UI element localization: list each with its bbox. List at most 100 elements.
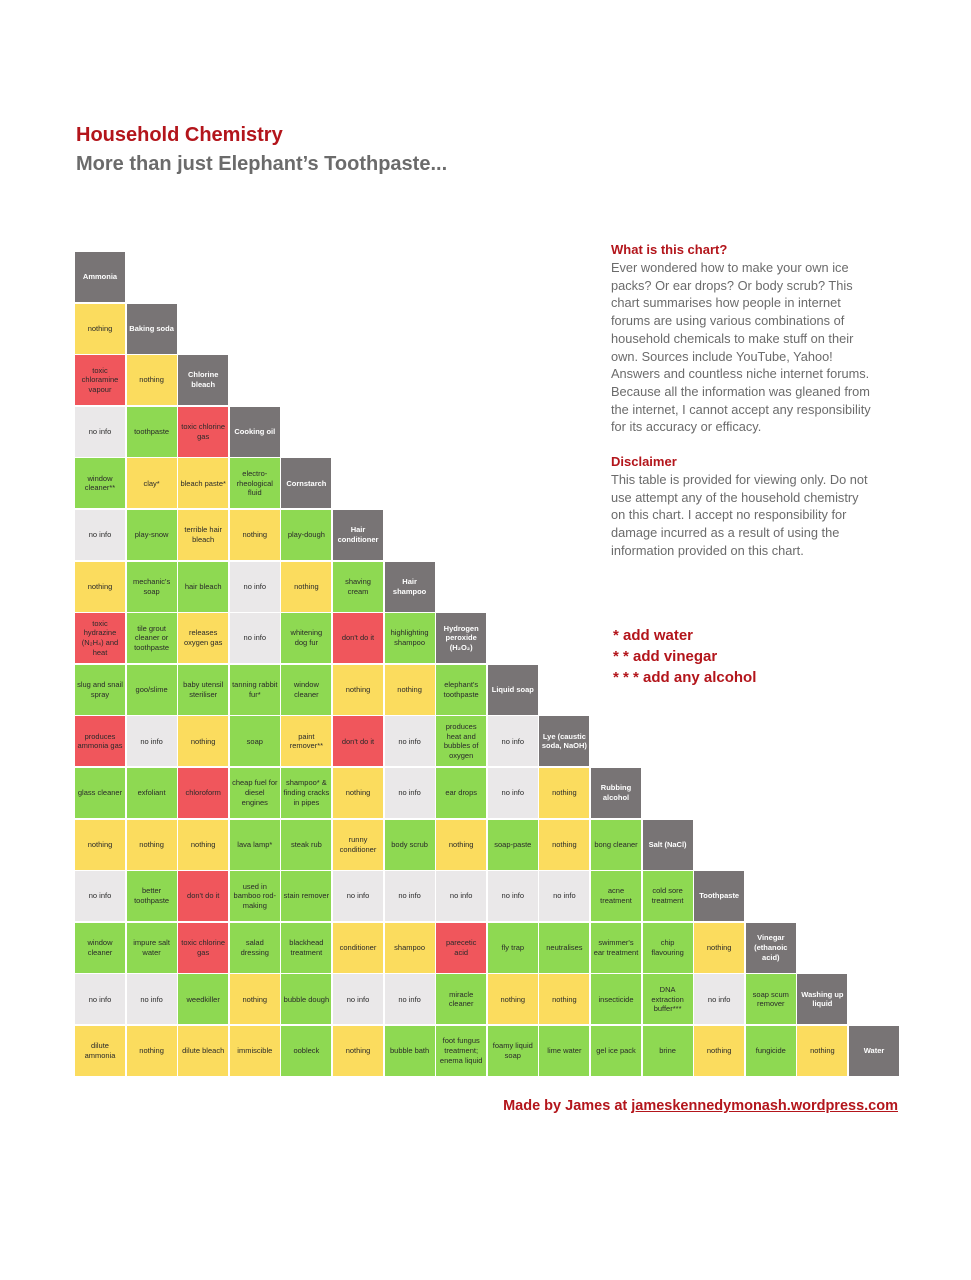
chemical-header-vinegar-ethanoic-acid: Vinegar (ethanoic acid): [745, 922, 796, 973]
combo-cell-cooking-oil-x-hair-conditioner: nothing: [229, 510, 280, 560]
combo-cell-hair-shampoo-x-washing-up-liquid: no info: [384, 974, 435, 1025]
chemical-header-lye-caustic-soda-naoh: Lye (caustic soda, NaOH): [539, 716, 590, 767]
combo-cell-cornstarch-x-water: oobleck: [281, 1026, 332, 1076]
combo-cell-ammonia-x-hair-shampoo: nothing: [75, 561, 125, 612]
combo-cell-baking-soda-x-hair-shampoo: mechanic's soap: [126, 561, 177, 612]
combo-cell-chlorine-bleach-x-water: dilute bleach: [178, 1026, 229, 1076]
combo-cell-hair-shampoo-x-rubbing-alcohol: no info: [384, 768, 435, 818]
chemical-header-cooking-oil: Cooking oil: [229, 406, 280, 457]
combo-cell-chlorine-bleach-x-liquid-soap: baby utensil steriliser: [178, 664, 229, 715]
chemical-header-hydrogen-peroxide-h-o: Hydrogen peroxide (H₂O₂): [436, 613, 487, 664]
combo-cell-chlorine-bleach-x-vinegar-ethanoic-acid: toxic chlorine gas: [178, 922, 229, 973]
combo-cell-cooking-oil-x-rubbing-alcohol: cheap fuel for diesel engines: [229, 768, 280, 818]
combo-cell-toothpaste-x-water: nothing: [694, 1026, 745, 1076]
combo-cell-baking-soda-x-liquid-soap: goo/slime: [126, 664, 177, 715]
combo-cell-ammonia-x-salt-nacl: nothing: [75, 819, 125, 870]
combo-cell-salt-nacl-x-vinegar-ethanoic-acid: chip flavouring: [642, 922, 693, 973]
credit-prefix: Made by James at: [503, 1098, 632, 1114]
combo-cell-hydrogen-peroxide-h-o-x-salt-nacl: nothing: [436, 819, 487, 870]
combo-cell-hydrogen-peroxide-h-o-x-vinegar-ethanoic-acid: parecetic acid: [436, 922, 487, 973]
what-heading: What is this chart?: [611, 242, 728, 257]
combo-cell-baking-soda-x-hair-conditioner: play-snow: [126, 510, 177, 560]
combo-cell-lye-caustic-soda-naoh-x-vinegar-ethanoic-acid: neutralises: [539, 922, 590, 973]
combo-cell-baking-soda-x-vinegar-ethanoic-acid: impure salt water: [126, 922, 177, 973]
combo-cell-cornstarch-x-lye-caustic-soda-naoh: paint remover**: [281, 716, 332, 767]
combo-cell-hydrogen-peroxide-h-o-x-liquid-soap: elephant's toothpaste: [436, 664, 487, 715]
combo-cell-cornstarch-x-washing-up-liquid: bubble dough: [281, 974, 332, 1025]
info-panel: What is this chart? Ever wondered how to…: [611, 242, 873, 578]
chemical-header-baking-soda: Baking soda: [126, 303, 177, 354]
combo-cell-cornstarch-x-hydrogen-peroxide-h-o: whitening dog fur: [281, 613, 332, 664]
combo-cell-salt-nacl-x-washing-up-liquid: DNA extraction buffer***: [642, 974, 693, 1025]
combo-cell-lye-caustic-soda-naoh-x-toothpaste: no info: [539, 871, 590, 922]
combo-cell-baking-soda-x-rubbing-alcohol: exfoliant: [126, 768, 177, 818]
combo-cell-cooking-oil-x-cornstarch: electro-rheological fluid: [229, 458, 280, 509]
combo-cell-rubbing-alcohol-x-vinegar-ethanoic-acid: swimmer's ear treatment: [591, 922, 641, 973]
combo-cell-chlorine-bleach-x-hair-shampoo: hair bleach: [178, 561, 229, 612]
combo-cell-hydrogen-peroxide-h-o-x-toothpaste: no info: [436, 871, 487, 922]
combo-cell-baking-soda-x-hydrogen-peroxide-h-o: tile grout cleaner or toothpaste: [126, 613, 177, 664]
combo-cell-cooking-oil-x-hair-shampoo: no info: [229, 561, 280, 612]
combo-cell-hydrogen-peroxide-h-o-x-lye-caustic-soda-naoh: produces heat and bubbles of oxygen: [436, 716, 487, 767]
legend: * add water * * add vinegar * * * add an…: [613, 625, 756, 688]
combo-cell-vinegar-ethanoic-acid-x-water: fungicide: [745, 1026, 796, 1076]
combo-cell-hydrogen-peroxide-h-o-x-water: foot fungus treatment; enema liquid: [436, 1026, 487, 1076]
blog-link[interactable]: jameskennedymonash.wordpress.com: [631, 1098, 898, 1114]
combo-cell-chlorine-bleach-x-lye-caustic-soda-naoh: nothing: [178, 716, 229, 767]
combo-cell-cooking-oil-x-water: immiscible: [229, 1026, 280, 1076]
combo-cell-liquid-soap-x-lye-caustic-soda-naoh: no info: [487, 716, 538, 767]
combo-cell-hair-conditioner-x-rubbing-alcohol: nothing: [333, 768, 383, 818]
chemical-header-hair-shampoo: Hair shampoo: [384, 561, 435, 612]
combo-cell-hair-conditioner-x-washing-up-liquid: no info: [333, 974, 383, 1025]
chemical-header-liquid-soap: Liquid soap: [487, 664, 538, 715]
combo-cell-ammonia-x-liquid-soap: slug and snail spray: [75, 664, 125, 715]
combo-cell-ammonia-x-baking-soda: nothing: [75, 303, 125, 354]
combo-cell-liquid-soap-x-rubbing-alcohol: no info: [487, 768, 538, 818]
combo-cell-ammonia-x-toothpaste: no info: [75, 871, 125, 922]
credit-line: Made by James at jameskennedymonash.word…: [503, 1098, 898, 1114]
combo-cell-hair-shampoo-x-lye-caustic-soda-naoh: no info: [384, 716, 435, 767]
combo-cell-vinegar-ethanoic-acid-x-washing-up-liquid: soap scum remover: [745, 974, 796, 1025]
combo-cell-lye-caustic-soda-naoh-x-rubbing-alcohol: nothing: [539, 768, 590, 818]
what-text: Ever wondered how to make your own ice p…: [611, 260, 871, 435]
combo-cell-liquid-soap-x-water: foamy liquid soap: [487, 1026, 538, 1076]
combo-cell-lye-caustic-soda-naoh-x-water: lime water: [539, 1026, 590, 1076]
combo-cell-ammonia-x-hair-conditioner: no info: [75, 510, 125, 560]
combo-cell-cooking-oil-x-toothpaste: used in bamboo rod-making: [229, 871, 280, 922]
combo-cell-baking-soda-x-chlorine-bleach: nothing: [126, 355, 177, 406]
combo-cell-washing-up-liquid-x-water: nothing: [797, 1026, 848, 1076]
combo-cell-lye-caustic-soda-naoh-x-salt-nacl: nothing: [539, 819, 590, 870]
combo-cell-cornstarch-x-liquid-soap: window cleaner: [281, 664, 332, 715]
combo-cell-ammonia-x-vinegar-ethanoic-acid: window cleaner: [75, 922, 125, 973]
combo-cell-cooking-oil-x-liquid-soap: tanning rabbit fur*: [229, 664, 280, 715]
combo-cell-cooking-oil-x-vinegar-ethanoic-acid: salad dressing: [229, 922, 280, 973]
combo-cell-cooking-oil-x-salt-nacl: lava lamp*: [229, 819, 280, 870]
combo-cell-hair-shampoo-x-hydrogen-peroxide-h-o: highlighting shampoo: [384, 613, 435, 664]
combo-cell-baking-soda-x-salt-nacl: nothing: [126, 819, 177, 870]
combo-cell-ammonia-x-washing-up-liquid: no info: [75, 974, 125, 1025]
combo-cell-chlorine-bleach-x-rubbing-alcohol: chloroform: [178, 768, 229, 818]
combo-cell-cornstarch-x-rubbing-alcohol: shampoo* & finding cracks in pipes: [281, 768, 332, 818]
combo-cell-chlorine-bleach-x-cooking-oil: toxic chlorine gas: [178, 406, 229, 457]
combo-cell-cornstarch-x-toothpaste: stain remover: [281, 871, 332, 922]
combo-cell-liquid-soap-x-washing-up-liquid: nothing: [487, 974, 538, 1025]
chart-title: Household Chemistry: [76, 124, 283, 146]
combo-cell-baking-soda-x-cornstarch: clay*: [126, 458, 177, 509]
combo-cell-ammonia-x-water: dilute ammonia: [75, 1026, 125, 1076]
combo-cell-chlorine-bleach-x-cornstarch: bleach paste*: [178, 458, 229, 509]
combo-cell-rubbing-alcohol-x-water: gel ice pack: [591, 1026, 641, 1076]
combo-cell-hair-shampoo-x-water: bubble bath: [384, 1026, 435, 1076]
combo-cell-hair-shampoo-x-vinegar-ethanoic-acid: shampoo: [384, 922, 435, 973]
chemistry-grid: Ammonia nothing Baking soda toxic chloramin…: [75, 252, 900, 1078]
combo-cell-cornstarch-x-hair-shampoo: nothing: [281, 561, 332, 612]
chemical-header-chlorine-bleach: Chlorine bleach: [178, 355, 229, 406]
combo-cell-rubbing-alcohol-x-toothpaste: acne treatment: [591, 871, 641, 922]
legend-water: * add water: [613, 627, 694, 644]
chemical-header-washing-up-liquid: Washing up liquid: [797, 974, 848, 1025]
combo-cell-hair-conditioner-x-salt-nacl: runny conditioner: [333, 819, 383, 870]
combo-cell-liquid-soap-x-salt-nacl: soap-paste: [487, 819, 538, 870]
combo-cell-cooking-oil-x-hydrogen-peroxide-h-o: no info: [229, 613, 280, 664]
combo-cell-chlorine-bleach-x-toothpaste: don't do it: [178, 871, 229, 922]
combo-cell-hydrogen-peroxide-h-o-x-washing-up-liquid: miracle cleaner: [436, 974, 487, 1025]
chemical-header-water: Water: [849, 1026, 899, 1076]
